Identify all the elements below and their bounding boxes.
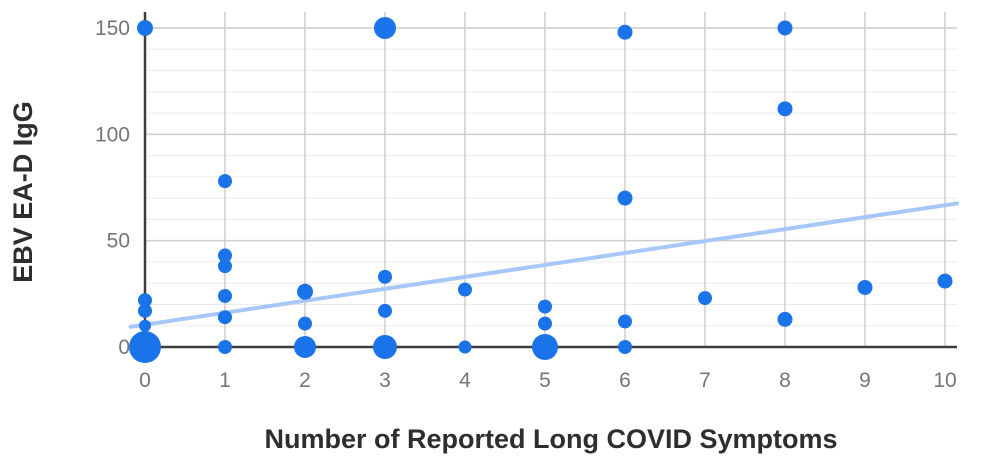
data-point[interactable] <box>373 335 397 359</box>
data-point[interactable] <box>698 291 712 306</box>
y-tick-label: 100 <box>95 123 130 146</box>
data-point[interactable] <box>937 273 953 289</box>
x-tick-label: 3 <box>379 369 391 392</box>
data-point[interactable] <box>129 331 161 363</box>
data-point[interactable] <box>138 293 152 308</box>
data-point[interactable] <box>538 316 552 331</box>
data-point[interactable] <box>218 259 232 274</box>
data-point[interactable] <box>218 288 232 303</box>
y-tick-label: 150 <box>95 17 130 40</box>
data-point[interactable] <box>138 303 152 318</box>
data-point[interactable] <box>777 101 793 117</box>
data-point[interactable] <box>297 283 313 300</box>
data-point[interactable] <box>618 314 632 329</box>
data-point[interactable] <box>294 336 316 358</box>
data-point[interactable] <box>218 340 232 354</box>
data-point[interactable] <box>538 299 552 314</box>
x-tick-label: 7 <box>699 369 711 392</box>
data-point[interactable] <box>458 340 472 354</box>
x-tick-label: 10 <box>933 369 956 392</box>
x-tick-label: 2 <box>299 369 311 392</box>
data-point[interactable] <box>777 20 793 36</box>
data-point[interactable] <box>378 269 392 284</box>
y-axis-title: EBV EA-D IgG <box>8 101 38 283</box>
data-point[interactable] <box>374 17 396 39</box>
x-axis-title: Number of Reported Long COVID Symptoms <box>264 424 838 454</box>
data-point[interactable] <box>218 310 232 325</box>
y-tick-label: 50 <box>107 230 130 253</box>
x-tick-label: 4 <box>459 369 471 392</box>
data-point[interactable] <box>378 303 392 318</box>
x-tick-label: 1 <box>219 369 231 392</box>
x-tick-label: 8 <box>779 369 791 392</box>
data-point[interactable] <box>298 316 312 331</box>
data-point[interactable] <box>532 334 558 360</box>
x-tick-label: 0 <box>139 369 151 392</box>
data-point[interactable] <box>218 248 232 263</box>
data-point[interactable] <box>618 340 632 354</box>
x-tick-label: 9 <box>859 369 871 392</box>
data-point[interactable] <box>139 319 151 332</box>
data-point[interactable] <box>218 174 232 189</box>
data-point[interactable] <box>617 190 633 206</box>
x-tick-label: 5 <box>539 369 551 392</box>
x-tick-label: 6 <box>619 369 631 392</box>
data-point[interactable] <box>458 282 472 297</box>
y-tick-label: 0 <box>118 336 130 359</box>
trend-line <box>128 201 959 329</box>
data-point[interactable] <box>137 20 153 36</box>
data-point[interactable] <box>777 311 793 327</box>
data-point[interactable] <box>857 279 873 295</box>
data-point[interactable] <box>617 24 633 40</box>
